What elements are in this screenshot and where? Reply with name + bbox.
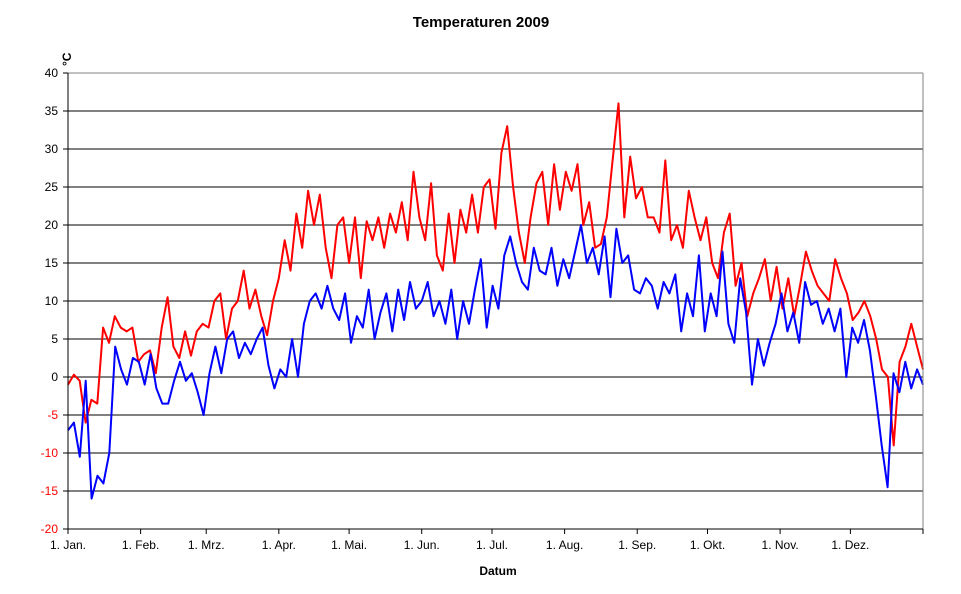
x-tick-label: 1. Jul. <box>476 538 508 552</box>
x-tick-label: 1. Sep. <box>618 538 656 552</box>
y-tick-label: -10 <box>41 446 59 460</box>
y-tick-label: 35 <box>45 104 59 118</box>
y-tick-label: -15 <box>41 484 59 498</box>
x-tick-label: 1. Nov. <box>762 538 799 552</box>
series-line-maximum <box>67 102 924 447</box>
x-tick-label: 1. Aug. <box>546 538 583 552</box>
x-tick-label: 1. Mai. <box>331 538 367 552</box>
y-tick-label: 15 <box>45 256 59 270</box>
y-tick-label: -5 <box>47 408 58 422</box>
x-tick-label: 1. Feb. <box>122 538 159 552</box>
x-tick-label: 1. Apr. <box>262 538 296 552</box>
y-tick-label: 30 <box>45 142 59 156</box>
x-axis-label: Datum <box>479 564 516 578</box>
y-tick-label: 5 <box>51 332 58 346</box>
y-tick-label: 20 <box>45 218 59 232</box>
y-tick-label: 40 <box>45 66 59 80</box>
y-tick-label: 25 <box>45 180 59 194</box>
chart-title: Temperaturen 2009 <box>413 14 549 31</box>
y-axis-label: °C <box>60 52 74 66</box>
y-tick-label: 0 <box>51 370 58 384</box>
series-lines <box>67 102 924 500</box>
x-tick-label: 1. Jan. <box>50 538 86 552</box>
y-axis-ticks: 40 35 30 25 20 15 10 5 0 -5 -10 -15 -20 <box>41 66 68 536</box>
x-tick-label: 1. Mrz. <box>188 538 225 552</box>
y-tick-label: 10 <box>45 294 59 308</box>
y-tick-label: -20 <box>41 522 59 536</box>
series-line-minimum <box>67 224 924 500</box>
x-tick-label: 1. Okt. <box>690 538 725 552</box>
x-tick-label: 1. Jun. <box>404 538 440 552</box>
x-axis-ticks: 1. Jan. 1. Feb. 1. Mrz. 1. Apr. 1. Mai. 1. Ju… <box>50 529 924 552</box>
x-tick-label: 1. Dez. <box>831 538 869 552</box>
